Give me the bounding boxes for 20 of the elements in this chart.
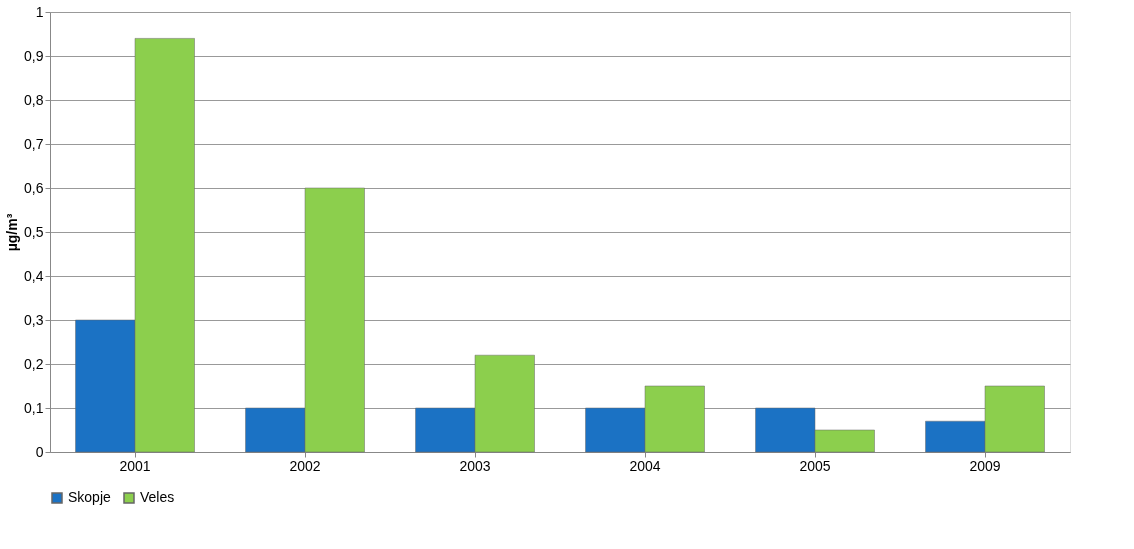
y-tick-label: 0,7 xyxy=(24,135,44,152)
y-tick-label: 0,1 xyxy=(24,399,44,416)
y-tick-label: 0,9 xyxy=(24,47,44,64)
x-tick-label: 2001 xyxy=(119,457,151,474)
x-tick-label: 2009 xyxy=(969,457,1001,474)
y-tick-label: 0,3 xyxy=(24,311,44,328)
x-tick-label: 2005 xyxy=(799,457,831,474)
y-tick-label: 0,8 xyxy=(24,91,44,108)
x-tick-label: 2002 xyxy=(289,457,321,474)
y-tick-label: 0 xyxy=(35,443,44,460)
y-tick-label: 0,4 xyxy=(24,267,44,284)
y-tick-label: 0,2 xyxy=(24,355,44,372)
x-tick-label: 2003 xyxy=(459,457,491,474)
x-tick-label: 2004 xyxy=(629,457,661,474)
legend-label: Skopje xyxy=(68,489,112,505)
y-tick-label: 1 xyxy=(35,3,44,20)
legend-label: Veles xyxy=(140,489,175,505)
y-tick-label: 0,6 xyxy=(24,179,44,196)
y-axis-title: µg/m³ xyxy=(4,213,21,252)
y-tick-label: 0,5 xyxy=(24,223,44,240)
